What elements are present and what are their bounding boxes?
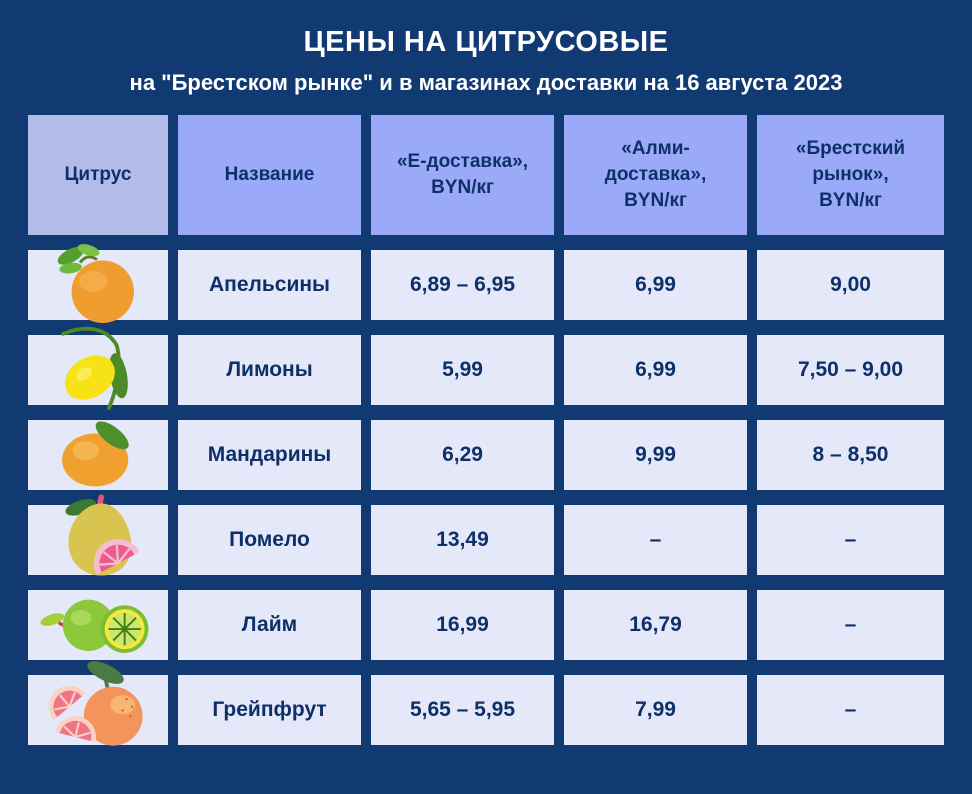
price-almi-dostavka: 6,99 <box>564 250 747 320</box>
price-almi-dostavka: 7,99 <box>564 675 747 745</box>
fruit-image-cell <box>28 420 168 490</box>
price-brest-market: – <box>757 675 944 745</box>
pomelo-icon <box>65 494 140 576</box>
fruit-image-cell <box>28 244 168 323</box>
column-header-brest-market: «Брестский рынок», BYN/кг <box>757 115 944 235</box>
price-almi-dostavka: – <box>564 505 747 575</box>
page-title: ЦЕНЫ НА ЦИТРУСОВЫЕ <box>303 26 669 58</box>
price-e-dostavka: 6,89 – 6,95 <box>371 250 554 320</box>
fruit-name: Апельсины <box>178 250 361 320</box>
price-almi-dostavka: 6,99 <box>564 335 747 405</box>
lime-icon <box>40 599 149 653</box>
column-header-e-dostavka: «Е-доставка», BYN/кг <box>371 115 554 235</box>
price-table: Цитрус Название «Е-доставка», BYN/кг «Ал… <box>28 115 944 746</box>
fruit-name: Грейпфрут <box>178 675 361 745</box>
fruit-image-cell <box>28 590 168 660</box>
price-e-dostavka: 16,99 <box>371 590 554 660</box>
fruit-name: Мандарины <box>178 420 361 490</box>
fruit-name: Лимоны <box>178 335 361 405</box>
price-brest-market: – <box>757 590 944 660</box>
column-header-name: Название <box>178 115 361 235</box>
fruit-name: Помело <box>178 505 361 575</box>
fruit-name: Лайм <box>178 590 361 660</box>
price-brest-market: 7,50 – 9,00 <box>757 335 944 405</box>
price-brest-market: – <box>757 505 944 575</box>
price-brest-market: 9,00 <box>757 250 944 320</box>
price-almi-dostavka: 16,79 <box>564 590 747 660</box>
column-header-citrus: Цитрус <box>28 115 168 235</box>
fruit-image-cell <box>28 326 168 410</box>
lemon-icon <box>61 326 128 410</box>
price-brest-market: 8 – 8,50 <box>757 420 944 490</box>
grapefruit-icon <box>48 661 143 746</box>
price-e-dostavka: 6,29 <box>371 420 554 490</box>
price-e-dostavka: 13,49 <box>371 505 554 575</box>
price-e-dostavka: 5,99 <box>371 335 554 405</box>
fruit-image-cell <box>28 494 168 576</box>
mandarin-icon <box>62 421 129 487</box>
orange-icon <box>57 244 134 323</box>
price-e-dostavka: 5,65 – 5,95 <box>371 675 554 745</box>
page-subtitle: на "Брестском рынке" и в магазинах доста… <box>129 70 843 95</box>
column-header-almi-dostavka: «Алми- доставка», BYN/кг <box>564 115 747 235</box>
price-almi-dostavka: 9,99 <box>564 420 747 490</box>
fruit-image-cell <box>28 661 168 746</box>
citrus-price-infographic: ЦЕНЫ НА ЦИТРУСОВЫЕ на "Брестском рынке" … <box>0 26 972 794</box>
